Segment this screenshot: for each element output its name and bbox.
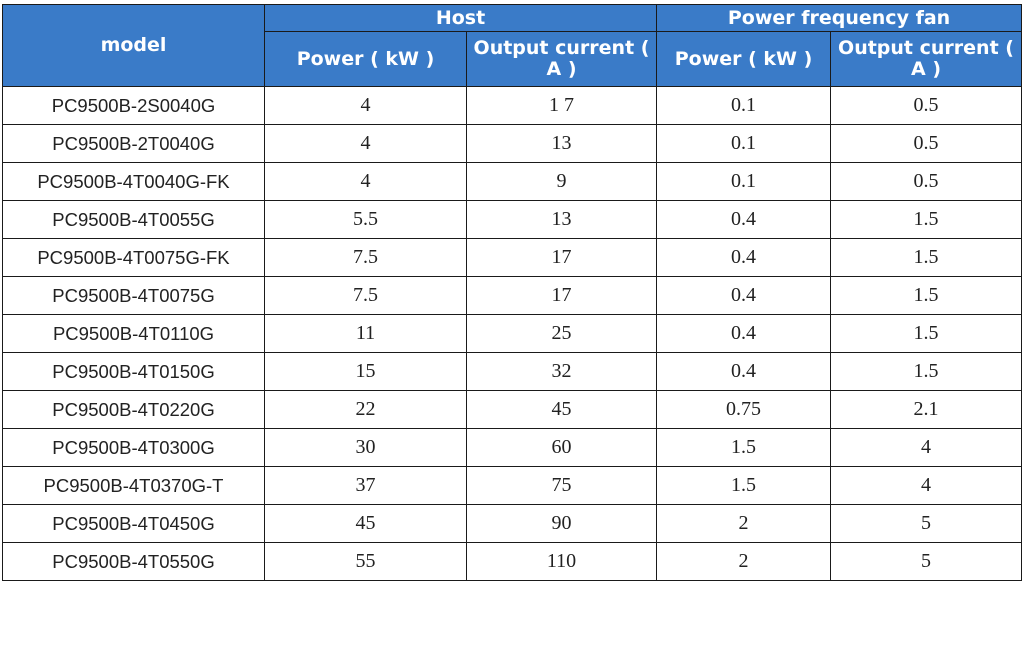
cell-model: PC9500B-4T0370G-T <box>2 466 265 505</box>
cell-fan-power: 0.4 <box>656 352 832 391</box>
cell-host-power: 11 <box>264 314 467 353</box>
table-row: PC9500B-4T0450G 45 90 2 5 <box>2 504 1023 543</box>
cell-fan-current: 4 <box>830 466 1023 505</box>
table-body: PC9500B-2S0040G 4 1 7 0.1 0.5 PC9500B-2T… <box>2 86 1023 581</box>
header-host-current: Output current ( A ) <box>465 31 658 87</box>
cell-host-power: 37 <box>264 466 467 505</box>
cell-fan-current: 1.5 <box>830 200 1023 239</box>
cell-host-current: 25 <box>465 314 658 353</box>
cell-fan-power: 1.5 <box>656 466 832 505</box>
cell-host-power: 5.5 <box>264 200 467 239</box>
cell-fan-power: 2 <box>656 504 832 543</box>
table-row: PC9500B-4T0550G 55 110 2 5 <box>2 542 1023 581</box>
header-row-columns: Power ( kW ) Output current ( A ) Power … <box>3 31 1023 87</box>
cell-fan-current: 4 <box>830 428 1023 467</box>
cell-fan-current: 0.5 <box>830 162 1023 201</box>
cell-fan-power: 0.1 <box>656 86 832 125</box>
cell-host-current: 110 <box>465 542 658 581</box>
cell-fan-current: 1.5 <box>830 238 1023 277</box>
cell-model: PC9500B-4T0075G <box>2 276 265 315</box>
header-host-power: Power ( kW ) <box>264 31 467 87</box>
cell-fan-current: 0.5 <box>830 124 1023 163</box>
cell-host-power: 7.5 <box>264 276 467 315</box>
cell-model: PC9500B-4T0055G <box>2 200 265 239</box>
cell-host-current: 32 <box>465 352 658 391</box>
cell-fan-current: 2.1 <box>830 390 1023 429</box>
cell-host-power: 4 <box>264 124 467 163</box>
header-fan-power: Power ( kW ) <box>656 31 832 87</box>
table-row: PC9500B-2S0040G 4 1 7 0.1 0.5 <box>2 86 1023 125</box>
cell-fan-current: 1.5 <box>830 314 1023 353</box>
cell-model: PC9500B-4T0150G <box>2 352 265 391</box>
spec-table: model Host Power frequency fan Power ( k… <box>2 4 1023 581</box>
cell-host-power: 45 <box>264 504 467 543</box>
cell-fan-power: 0.4 <box>656 238 832 277</box>
cell-model: PC9500B-4T0220G <box>2 390 265 429</box>
cell-fan-power: 0.4 <box>656 276 832 315</box>
table-row: PC9500B-4T0110G 11 25 0.4 1.5 <box>2 314 1023 353</box>
cell-host-power: 30 <box>264 428 467 467</box>
table-row: PC9500B-4T0220G 22 45 0.75 2.1 <box>2 390 1023 429</box>
cell-host-current: 1 7 <box>465 86 658 125</box>
table-row: PC9500B-4T0055G 5.5 13 0.4 1.5 <box>2 200 1023 239</box>
cell-host-current: 9 <box>465 162 658 201</box>
table-header: model Host Power frequency fan Power ( k… <box>2 4 1023 87</box>
table-row: PC9500B-2T0040G 4 13 0.1 0.5 <box>2 124 1023 163</box>
cell-host-power: 55 <box>264 542 467 581</box>
cell-fan-current: 1.5 <box>830 352 1023 391</box>
table-row: PC9500B-4T0370G-T 37 75 1.5 4 <box>2 466 1023 505</box>
header-model: model <box>2 4 265 87</box>
cell-model: PC9500B-4T0110G <box>2 314 265 353</box>
cell-fan-power: 1.5 <box>656 428 832 467</box>
cell-host-current: 75 <box>465 466 658 505</box>
cell-fan-power: 0.1 <box>656 162 832 201</box>
header-fan-current: Output current ( A ) <box>830 31 1023 87</box>
table-row: PC9500B-4T0040G-FK 4 9 0.1 0.5 <box>2 162 1023 201</box>
cell-fan-current: 5 <box>830 542 1023 581</box>
cell-model: PC9500B-4T0075G-FK <box>2 238 265 277</box>
cell-host-current: 13 <box>465 124 658 163</box>
header-host: Host <box>263 4 658 32</box>
header-row-groups: model Host Power frequency fan <box>2 4 1023 87</box>
cell-host-current: 90 <box>465 504 658 543</box>
cell-host-power: 22 <box>264 390 467 429</box>
table-row: PC9500B-4T0075G-FK 7.5 17 0.4 1.5 <box>2 238 1023 277</box>
header-fan: Power frequency fan <box>656 4 1023 32</box>
cell-host-power: 7.5 <box>264 238 467 277</box>
cell-host-power: 15 <box>264 352 467 391</box>
cell-host-current: 60 <box>465 428 658 467</box>
table-row: PC9500B-4T0075G 7.5 17 0.4 1.5 <box>2 276 1023 315</box>
cell-host-current: 13 <box>465 200 658 239</box>
cell-fan-power: 2 <box>656 542 832 581</box>
cell-fan-power: 0.75 <box>656 390 832 429</box>
cell-model: PC9500B-4T0550G <box>2 542 265 581</box>
cell-model: PC9500B-2S0040G <box>2 86 265 125</box>
cell-fan-current: 1.5 <box>830 276 1023 315</box>
cell-fan-power: 0.4 <box>656 314 832 353</box>
cell-model: PC9500B-4T0300G <box>2 428 265 467</box>
cell-host-current: 45 <box>465 390 658 429</box>
cell-host-current: 17 <box>465 238 658 277</box>
cell-fan-power: 0.4 <box>656 200 832 239</box>
cell-host-current: 17 <box>465 276 658 315</box>
cell-fan-power: 0.1 <box>656 124 832 163</box>
cell-model: PC9500B-4T0450G <box>2 504 265 543</box>
table-row: PC9500B-4T0150G 15 32 0.4 1.5 <box>2 352 1023 391</box>
cell-model: PC9500B-2T0040G <box>2 124 265 163</box>
cell-fan-current: 5 <box>830 504 1023 543</box>
cell-fan-current: 0.5 <box>830 86 1023 125</box>
table-row: PC9500B-4T0300G 30 60 1.5 4 <box>2 428 1023 467</box>
cell-model: PC9500B-4T0040G-FK <box>2 162 265 201</box>
cell-host-power: 4 <box>264 162 467 201</box>
cell-host-power: 4 <box>264 86 467 125</box>
